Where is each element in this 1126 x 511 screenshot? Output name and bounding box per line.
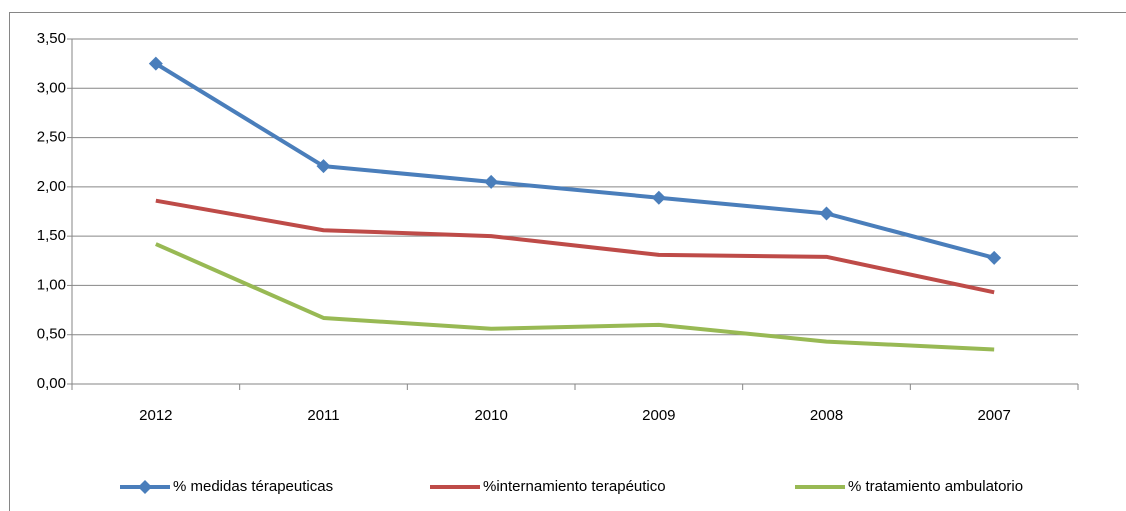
legend-label: % medidas térapeuticas [173, 478, 333, 495]
x-tick-label: 2012 [139, 407, 172, 424]
legend-label: %internamiento terapéutico [483, 478, 666, 495]
point-marker [819, 206, 834, 221]
point-marker [651, 190, 666, 205]
y-tick-label: 1,00 [37, 276, 66, 293]
y-tick-label: 0,50 [37, 326, 66, 343]
point-marker [484, 174, 499, 189]
series-line [155, 242, 995, 352]
legend-marker [138, 480, 152, 494]
y-tick-label: 2,50 [37, 129, 66, 146]
y-tick-label: 0,00 [37, 375, 66, 392]
y-tick-label: 3,00 [37, 79, 66, 96]
x-tick-label: 2011 [307, 407, 339, 424]
point-marker [987, 250, 1002, 265]
x-tick-label: 2007 [977, 407, 1010, 424]
point-marker [316, 159, 331, 174]
x-tick-label: 2009 [642, 407, 675, 424]
y-tick-label: 2,00 [37, 178, 66, 195]
y-tick-label: 3,50 [37, 30, 66, 47]
y-tick-label: 1,50 [37, 227, 66, 244]
x-tick-label: 2010 [474, 407, 507, 424]
series-line [155, 198, 995, 295]
legend-label: % tratamiento ambulatorio [848, 478, 1023, 495]
point-marker [148, 56, 163, 71]
series-line [154, 61, 995, 260]
chart-frame [9, 12, 1126, 511]
x-tick-label: 2008 [810, 407, 843, 424]
